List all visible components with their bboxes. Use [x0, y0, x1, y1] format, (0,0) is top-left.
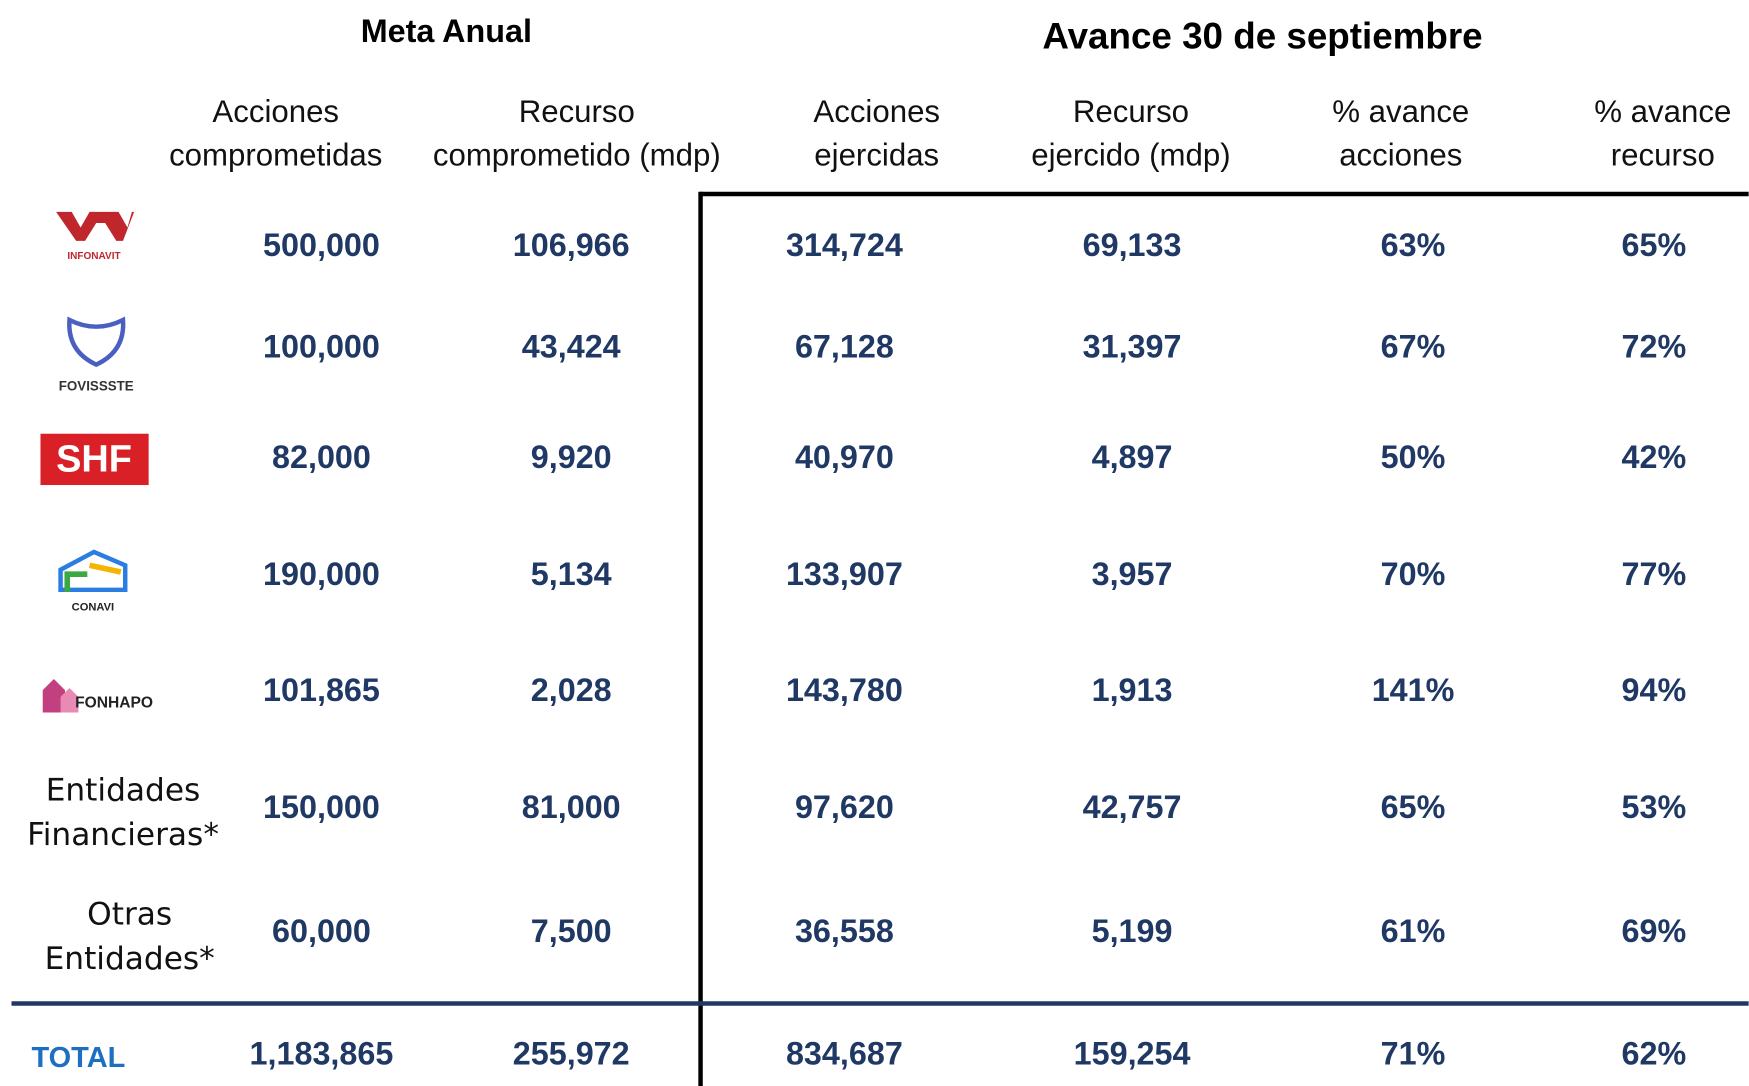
cell-value: 1,183,865: [250, 1035, 394, 1071]
cell-value: 3,957: [1092, 556, 1173, 592]
cell-value: 36,558: [795, 913, 894, 949]
cell-value: 69,133: [1083, 227, 1182, 263]
cell-value: 63%: [1381, 227, 1446, 263]
logo-text: CONAVI: [72, 602, 114, 614]
cell-value: 143,780: [786, 672, 903, 708]
cell-value: 50%: [1381, 439, 1446, 475]
cell-value: 71%: [1381, 1035, 1446, 1071]
column-header: ejercidas: [814, 137, 939, 172]
total-label: TOTAL: [31, 1042, 125, 1074]
logo-shape: [56, 211, 135, 241]
cell-value: 106,966: [513, 227, 630, 263]
column-header: Acciones: [212, 94, 339, 129]
group-title: Avance 30 de septiembre: [1042, 16, 1482, 57]
row-label: Entidades: [46, 773, 201, 809]
row-label: Otras: [87, 896, 172, 932]
row-label: Entidades*: [45, 941, 215, 977]
cell-value: 82,000: [272, 439, 371, 475]
cell-value: 7,500: [531, 913, 612, 949]
cell-value: 70%: [1381, 556, 1446, 592]
logo-shape: [88, 562, 122, 575]
cell-value: 100,000: [263, 329, 380, 365]
cell-value: 40,970: [795, 439, 894, 475]
cell-value: 60,000: [272, 913, 371, 949]
cell-value: 141%: [1372, 672, 1455, 708]
cell-value: 65%: [1622, 227, 1687, 263]
cell-value: 67%: [1381, 329, 1446, 365]
cell-value: 500,000: [263, 227, 380, 263]
cell-value: 150,000: [263, 789, 380, 825]
column-header: % avance: [1594, 94, 1731, 129]
column-header: comprometido (mdp): [433, 137, 721, 172]
column-header: Acciones: [813, 94, 940, 129]
logo-text: INFONAVIT: [67, 251, 121, 262]
column-header: Recurso: [1073, 94, 1189, 129]
cell-value: 42%: [1622, 439, 1687, 475]
logo-text: FONHAPO: [75, 695, 153, 712]
cell-value: 9,920: [531, 439, 612, 475]
cell-value: 65%: [1381, 789, 1446, 825]
cell-value: 67,128: [795, 329, 894, 365]
cell-value: 133,907: [786, 556, 903, 592]
cell-value: 314,724: [786, 227, 903, 263]
cell-value: 81,000: [522, 789, 621, 825]
cell-value: 190,000: [263, 556, 380, 592]
column-header: acciones: [1339, 137, 1462, 172]
cell-value: 1,913: [1092, 672, 1173, 708]
group-title: Meta Anual: [361, 13, 532, 49]
row-label: Financieras*: [27, 817, 219, 853]
cell-value: 53%: [1622, 789, 1687, 825]
column-header: % avance: [1332, 94, 1469, 129]
logo-shape: [58, 549, 128, 593]
column-header: Recurso: [519, 94, 635, 129]
column-header: ejercido (mdp): [1031, 137, 1230, 172]
cell-value: 69%: [1622, 913, 1687, 949]
cell-value: 2,028: [531, 672, 612, 708]
logo-shape: [67, 316, 126, 368]
cell-value: 94%: [1622, 672, 1687, 708]
cell-value: 5,134: [531, 556, 612, 592]
cell-value: 62%: [1622, 1035, 1687, 1071]
cell-value: 77%: [1622, 556, 1687, 592]
logo-shape: [64, 571, 88, 593]
cell-value: 61%: [1381, 913, 1446, 949]
logo-text: FOVISSSTE: [59, 378, 134, 393]
cell-value: 97,620: [795, 789, 894, 825]
cell-value: 31,397: [1083, 329, 1182, 365]
logo-shape: [40, 433, 149, 486]
cell-value: 255,972: [513, 1035, 630, 1071]
logo-shape: [60, 687, 79, 713]
logo-shape: [42, 679, 66, 713]
cell-value: 159,254: [1074, 1035, 1191, 1071]
column-header: comprometidas: [169, 137, 382, 172]
cell-value: 5,199: [1092, 913, 1173, 949]
logo-text: SHF: [56, 439, 132, 481]
cell-value: 72%: [1622, 329, 1687, 365]
cell-value: 43,424: [522, 329, 621, 365]
cell-value: 834,687: [786, 1035, 903, 1071]
cell-value: 4,897: [1092, 439, 1173, 475]
column-header: recurso: [1611, 137, 1715, 172]
cell-value: 101,865: [263, 672, 380, 708]
cell-value: 42,757: [1083, 789, 1182, 825]
